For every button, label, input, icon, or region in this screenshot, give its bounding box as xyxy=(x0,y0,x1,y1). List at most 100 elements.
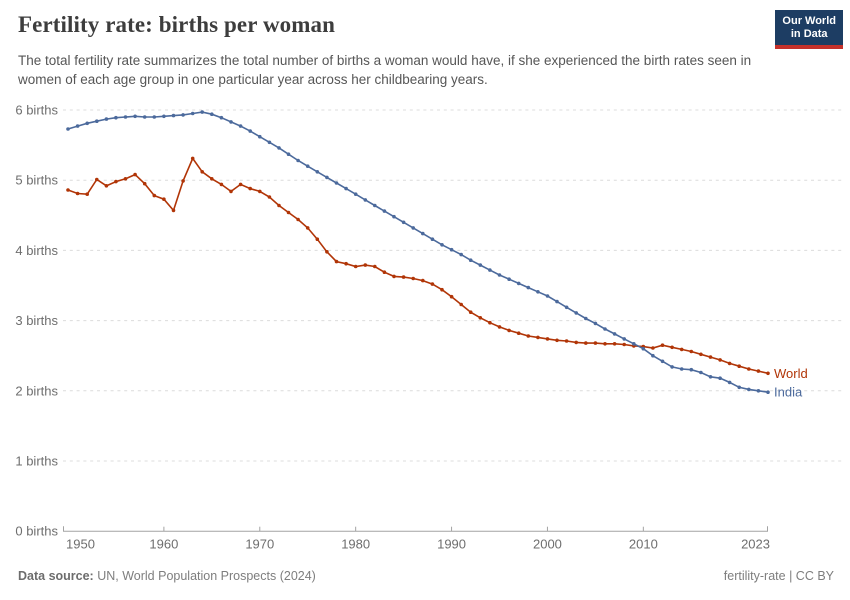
data-point-marker xyxy=(392,214,396,219)
data-point-marker xyxy=(430,282,435,286)
data-point-marker xyxy=(296,158,300,163)
data-point-marker xyxy=(593,341,598,345)
data-point-marker xyxy=(679,347,684,352)
data-point-marker xyxy=(555,338,559,343)
data-point-marker xyxy=(392,274,396,279)
data-point-marker xyxy=(123,177,128,181)
data-point-marker xyxy=(325,175,329,180)
data-point-marker xyxy=(325,250,329,254)
data-point-marker xyxy=(727,380,732,385)
data-point-marker xyxy=(689,349,694,354)
data-point-marker xyxy=(363,198,368,202)
data-point-marker xyxy=(488,320,492,325)
data-point-marker xyxy=(651,346,655,350)
data-point-marker xyxy=(718,376,722,381)
data-point-marker xyxy=(85,192,89,196)
data-point-marker xyxy=(152,193,157,198)
data-point-marker xyxy=(670,345,674,350)
data-point-marker xyxy=(353,192,358,196)
data-point-marker xyxy=(353,264,358,269)
chart-footer: Data source: UN, World Population Prospe… xyxy=(18,569,834,583)
data-point-marker xyxy=(421,231,425,236)
data-point-marker xyxy=(171,113,176,118)
data-point-marker xyxy=(708,355,713,359)
data-point-marker xyxy=(85,121,89,126)
data-point-marker xyxy=(373,264,377,269)
y-axis-label: 6 births xyxy=(15,103,58,118)
data-point-marker xyxy=(200,170,204,174)
data-point-marker xyxy=(536,335,540,340)
x-axis-label: 2010 xyxy=(629,537,658,552)
data-point-marker xyxy=(267,195,272,199)
data-point-marker xyxy=(162,197,166,201)
data-point-marker xyxy=(421,278,425,283)
data-point-marker xyxy=(632,342,636,346)
page-title: Fertility rate: births per woman xyxy=(18,12,336,37)
series-world-line[interactable] xyxy=(67,156,769,375)
data-point-marker xyxy=(430,237,435,241)
data-point-marker xyxy=(516,331,521,335)
y-axis-label: 4 births xyxy=(15,243,58,258)
data-point-marker xyxy=(142,115,147,119)
series-world[interactable]: World xyxy=(66,156,808,381)
series-label-world[interactable]: World xyxy=(774,366,808,381)
data-point-marker xyxy=(737,385,741,390)
data-point-marker xyxy=(229,189,233,194)
data-point-marker xyxy=(104,117,109,121)
data-point-marker xyxy=(584,316,588,321)
data-point-marker xyxy=(747,367,751,371)
data-point-marker xyxy=(449,247,454,252)
data-point-marker xyxy=(171,208,176,213)
data-point-marker xyxy=(564,305,569,310)
owid-logo[interactable]: Our World in Data xyxy=(775,10,843,49)
series-india-line[interactable] xyxy=(67,111,769,393)
data-point-marker xyxy=(363,263,368,267)
data-point-marker xyxy=(459,302,464,307)
data-point-marker xyxy=(162,114,166,119)
data-point-marker xyxy=(526,334,531,338)
data-point-marker xyxy=(181,113,185,117)
data-point-marker xyxy=(66,188,70,192)
data-point-marker xyxy=(766,371,770,376)
x-axis-label: 1960 xyxy=(149,537,178,552)
data-point-marker xyxy=(200,110,204,114)
data-point-marker xyxy=(382,209,387,213)
data-point-marker xyxy=(382,270,387,274)
y-axis-label: 1 births xyxy=(15,454,58,469)
data-point-marker xyxy=(229,120,233,124)
data-point-marker xyxy=(756,389,761,393)
series-label-india[interactable]: India xyxy=(774,385,803,400)
data-point-marker xyxy=(727,361,732,366)
data-point-marker xyxy=(679,367,684,371)
data-point-marker xyxy=(756,369,761,373)
owid-logo-line1: Our World xyxy=(782,15,836,27)
license-note[interactable]: fertility-rate | CC BY xyxy=(723,569,834,583)
data-point-marker xyxy=(747,387,751,392)
data-point-marker xyxy=(95,177,99,182)
data-point-marker xyxy=(593,321,598,326)
data-point-marker xyxy=(238,124,243,128)
data-point-marker xyxy=(133,114,137,119)
y-axis-label: 3 births xyxy=(15,313,58,328)
data-point-marker xyxy=(238,182,243,187)
data-point-marker xyxy=(766,390,770,395)
data-point-marker xyxy=(440,287,444,292)
x-axis-label: 2023 xyxy=(741,537,770,552)
data-point-marker xyxy=(612,332,617,336)
x-axis-label: 1950 xyxy=(66,537,95,552)
data-point-marker xyxy=(564,339,569,343)
data-point-marker xyxy=(248,186,252,191)
data-point-marker xyxy=(699,370,703,375)
data-point-marker xyxy=(286,152,291,156)
data-point-marker xyxy=(574,311,578,315)
x-axis-label: 2000 xyxy=(533,537,562,552)
series-india[interactable]: India xyxy=(66,110,803,400)
fertility-chart: 0 births 1 births 2 births 3 births 4 births… xyxy=(15,103,843,552)
data-point-marker xyxy=(66,127,70,131)
x-axis-label: 1990 xyxy=(437,537,466,552)
data-point-marker xyxy=(660,359,665,364)
data-point-marker xyxy=(277,146,281,150)
data-point-marker xyxy=(497,325,502,329)
data-point-marker xyxy=(219,115,224,120)
